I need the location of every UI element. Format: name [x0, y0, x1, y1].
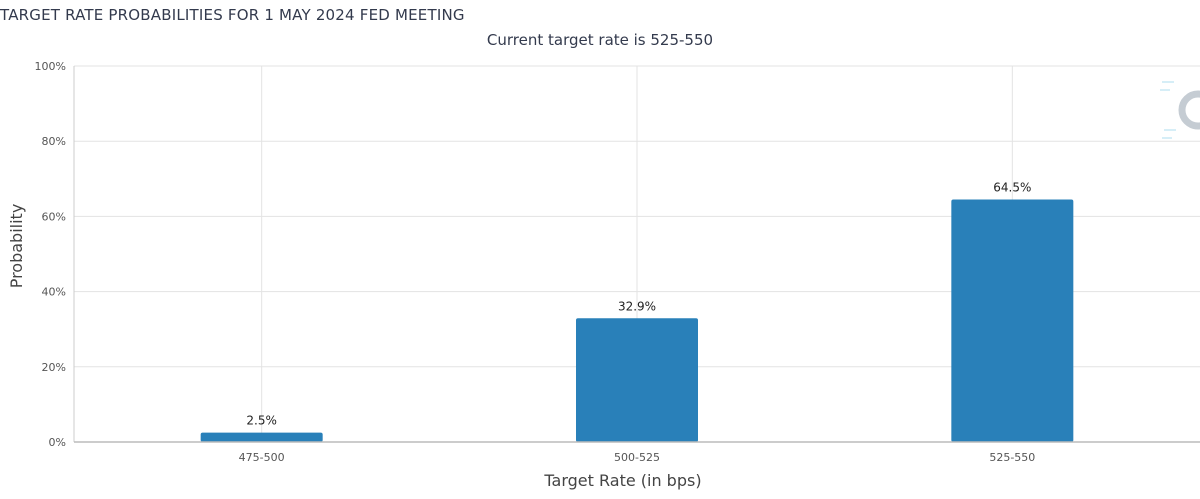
y-tick-label: 60%: [42, 210, 66, 223]
x-axis-title: Target Rate (in bps): [543, 471, 701, 490]
data-label: 64.5%: [993, 180, 1031, 194]
data-label: 32.9%: [618, 299, 656, 313]
y-tick-label: 0%: [49, 436, 66, 449]
bar-500-525[interactable]: [576, 318, 698, 442]
x-tick-label: 500-525: [614, 451, 660, 464]
y-tick-label: 40%: [42, 286, 66, 299]
x-tick-label: 475-500: [239, 451, 285, 464]
x-tick-label: 525-550: [989, 451, 1035, 464]
bar-525-550[interactable]: [951, 199, 1074, 442]
logo-watermark: [1160, 74, 1200, 154]
y-tick-label: 20%: [42, 361, 66, 374]
y-tick-label: 80%: [42, 135, 66, 148]
y-tick-label: 100%: [35, 60, 66, 73]
y-axis-title: Probability: [7, 204, 26, 289]
chart-subtitle: Current target rate is 525-550: [486, 31, 714, 49]
chart-title: TARGET RATE PROBABILITIES FOR 1 MAY 2024…: [0, 6, 465, 24]
data-label: 2.5%: [246, 414, 277, 428]
bar-475-500[interactable]: [200, 432, 323, 442]
